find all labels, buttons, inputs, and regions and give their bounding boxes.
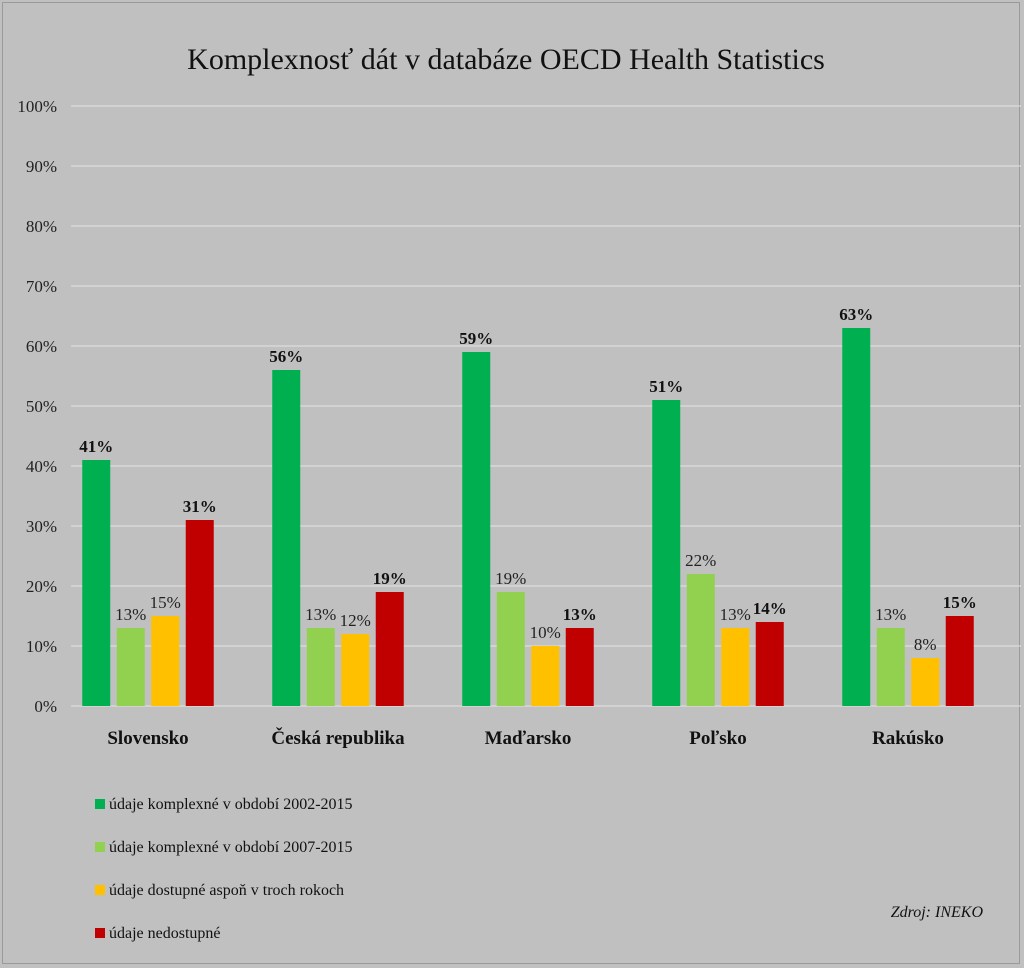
data-label: 14% <box>753 599 787 618</box>
legend-label: údaje komplexné v období 2007-2015 <box>109 839 353 856</box>
bar <box>116 628 145 706</box>
y-tick-label: 50% <box>26 397 57 416</box>
bar <box>531 646 560 706</box>
gridlines <box>71 105 1021 707</box>
bar <box>721 628 750 706</box>
data-label: 59% <box>459 329 493 348</box>
data-label: 51% <box>649 377 683 396</box>
data-label: 13% <box>305 605 336 624</box>
data-label: 15% <box>150 593 181 612</box>
chart-title: Komplexnosť dát v databáze OECD Health S… <box>187 43 825 76</box>
bar <box>842 328 871 706</box>
data-labels: 41%13%15%31%56%13% 12%19%59%19%10%13%51%2… <box>79 305 977 654</box>
chart-svg: Komplexnosť dát v databáze OECD Health S… <box>17 43 1021 942</box>
data-label: 19% <box>495 569 526 588</box>
legend-swatch <box>95 799 105 809</box>
bar <box>462 352 491 706</box>
y-tick-label: 60% <box>26 337 57 356</box>
x-category-label: Rakúsko <box>872 728 944 749</box>
legend-label: údaje nedostupné <box>109 925 221 942</box>
bar <box>151 616 180 706</box>
y-tick-label: 20% <box>26 577 57 596</box>
legend-swatch <box>95 928 105 938</box>
data-label: 10% <box>530 623 561 642</box>
y-tick-label: 40% <box>26 457 57 476</box>
x-category-label: Slovensko <box>107 728 188 749</box>
bar <box>945 616 974 706</box>
y-tick-label: 10% <box>26 637 57 656</box>
y-tick-label: 90% <box>26 157 57 176</box>
y-tick-label: 100% <box>17 97 57 116</box>
x-category-label: Poľsko <box>689 728 746 749</box>
bar <box>82 460 111 706</box>
y-tick-label: 70% <box>26 277 57 296</box>
x-axis-categories: Slovensko Česká republika Maďarsko Poľsko Ra… <box>107 727 944 749</box>
y-tick-label: 80% <box>26 217 57 236</box>
legend-label: údaje komplexné v období 2002-2015 <box>109 796 353 813</box>
legend-swatch <box>95 842 105 852</box>
y-tick-label: 0% <box>34 697 57 716</box>
bar <box>652 400 681 706</box>
bar <box>911 658 940 706</box>
bar <box>565 628 594 706</box>
bar <box>375 592 404 706</box>
x-category-label: Maďarsko <box>485 728 572 749</box>
data-label: 63% <box>839 305 873 324</box>
x-category-label: Česká republika <box>271 727 405 749</box>
bar <box>876 628 905 706</box>
data-label: 31% <box>183 497 217 516</box>
data-label: 19% <box>373 569 407 588</box>
legend-label: údaje dostupné aspoň v troch rokoch <box>109 882 344 899</box>
data-label: 12% <box>340 611 371 630</box>
data-label: 13% <box>720 605 751 624</box>
bar <box>306 628 335 706</box>
data-label: 13% <box>115 605 146 624</box>
bar <box>686 574 715 706</box>
bar <box>755 622 784 706</box>
data-label: 22% <box>685 551 716 570</box>
data-label: 56% <box>269 347 303 366</box>
data-label: 13% <box>875 605 906 624</box>
data-label: 41% <box>79 437 113 456</box>
bar <box>272 370 301 706</box>
data-label: 8% <box>914 635 937 654</box>
data-label: 15% <box>943 593 977 612</box>
bars <box>82 328 974 706</box>
source-note: Zdroj: INEKO <box>891 904 984 921</box>
legend-swatch <box>95 885 105 895</box>
bar <box>341 634 370 706</box>
bar <box>185 520 214 706</box>
y-axis-ticks: 0% 10% 20% 30% 40% 50% 60% 70% 80% 90% 100% <box>17 97 57 716</box>
legend: údaje komplexné v období 2002-2015 údaje … <box>95 796 353 942</box>
y-tick-label: 30% <box>26 517 57 536</box>
data-label: 13% <box>563 605 597 624</box>
bar <box>496 592 525 706</box>
